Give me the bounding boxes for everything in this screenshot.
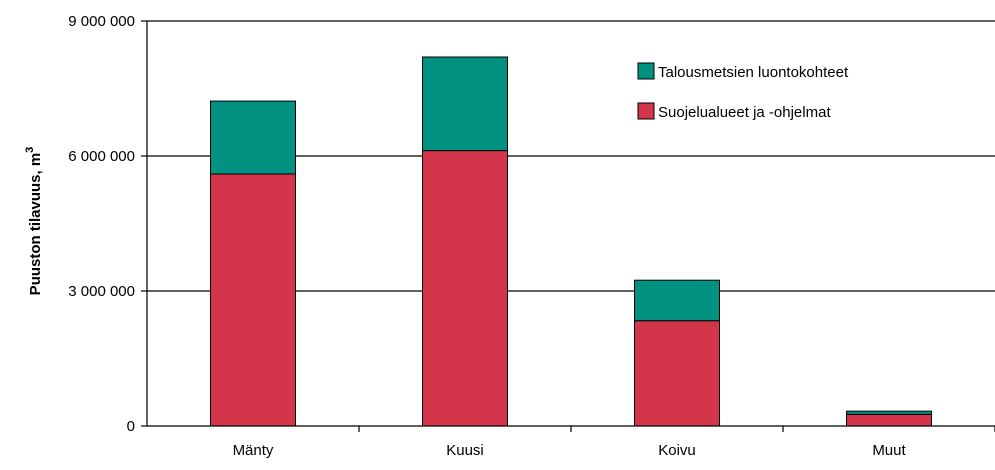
legend-label: Talousmetsien luontokohteet xyxy=(658,64,849,81)
bar-segment xyxy=(422,56,508,152)
x-category-label: Muut xyxy=(872,442,906,459)
legend: Talousmetsien luontokohteet Suojelualueet… xyxy=(637,62,849,121)
legend-label: Suojelualueet ja -ohjelmat xyxy=(658,104,831,121)
bar-segment xyxy=(846,410,932,415)
bar-segment xyxy=(210,173,296,427)
bar-segment xyxy=(422,150,508,427)
bar-segment xyxy=(846,413,932,427)
y-tick-label: 9 000 000 xyxy=(68,13,135,30)
bar-segment xyxy=(634,279,720,322)
y-tick-label: 0 xyxy=(127,418,135,435)
x-category-label: Koivu xyxy=(658,442,696,459)
legend-swatch xyxy=(637,62,655,80)
bar-segment xyxy=(634,320,720,427)
y-tick-label: 3 000 000 xyxy=(68,283,135,300)
x-category-label: Mänty xyxy=(233,442,274,459)
y-axis-title-text: Puuston tilavuus, m xyxy=(27,153,44,296)
legend-swatch xyxy=(637,102,655,120)
bars xyxy=(210,56,932,427)
bar-segment xyxy=(210,100,296,175)
y-axis-title-superscript: 3 xyxy=(24,147,36,153)
y-tick-label: 6 000 000 xyxy=(68,148,135,165)
x-category-label: Kuusi xyxy=(446,442,484,459)
y-axis-title: Puuston tilavuus, m3 xyxy=(24,147,44,296)
axes: 0 3 000 000 6 000 000 9 000 000 Mänty Kuusi Ko… xyxy=(68,13,995,459)
